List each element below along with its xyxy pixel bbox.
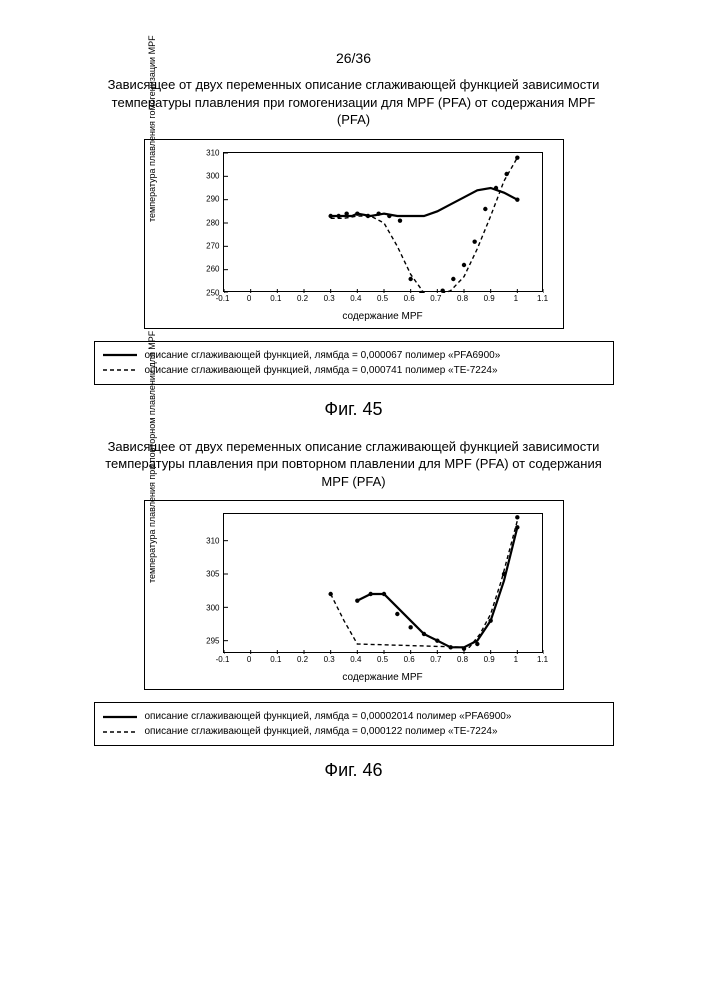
legend-text: описание сглаживающей функцией, лямбда =… — [145, 709, 512, 724]
fig45-svg — [224, 153, 544, 293]
legend-swatch-solid-icon — [103, 350, 137, 360]
fig45-chart: температура плавления гомогенизации MPF … — [144, 139, 564, 329]
fig46-x-ticks: -0.100.10.20.30.40.50.60.70.80.911.1 — [223, 655, 543, 669]
fig46-caption: Фиг. 46 — [74, 760, 634, 781]
fig45-y-ticks: 250260270280290300310 — [194, 153, 222, 291]
legend-swatch-dash-icon — [103, 365, 137, 375]
fig46-x-label: содержание MPF — [223, 672, 543, 683]
fig45-y-label: температура плавления гомогенизации MPF — [147, 82, 157, 222]
fig46-y-label: температура плавления при повторном плав… — [147, 443, 157, 583]
legend-row-solid: описание сглаживающей функцией, лямбда =… — [103, 709, 605, 724]
fig45-plot: 250260270280290300310 — [223, 152, 543, 292]
legend-row-dash: описание сглаживающей функцией, лямбда =… — [103, 363, 605, 378]
fig45-x-label: содержание MPF — [223, 311, 543, 322]
fig45-title: Зависящее от двух переменных описание сг… — [74, 76, 634, 129]
legend-swatch-solid-icon — [103, 712, 137, 722]
figure-45: Зависящее от двух переменных описание сг… — [74, 76, 634, 420]
legend-row-dash: описание сглаживающей функцией, лямбда =… — [103, 724, 605, 739]
fig46-y-ticks: 295300305310 — [194, 514, 222, 652]
legend-text: описание сглаживающей функцией, лямбда =… — [145, 724, 498, 739]
figure-46: Зависящее от двух переменных описание сг… — [74, 438, 634, 782]
fig46-plot: 295300305310 — [223, 513, 543, 653]
fig45-caption: Фиг. 45 — [74, 399, 634, 420]
fig46-legend: описание сглаживающей функцией, лямбда =… — [94, 702, 614, 746]
fig46-title: Зависящее от двух переменных описание сг… — [74, 438, 634, 491]
fig45-x-ticks: -0.100.10.20.30.40.50.60.70.80.911.1 — [223, 294, 543, 308]
legend-text: описание сглаживающей функцией, лямбда =… — [145, 363, 498, 378]
page-number: 26/36 — [0, 0, 707, 76]
legend-row-solid: описание сглаживающей функцией, лямбда =… — [103, 348, 605, 363]
fig46-svg — [224, 514, 544, 654]
fig46-chart: температура плавления при повторном плав… — [144, 500, 564, 690]
legend-swatch-dash-icon — [103, 727, 137, 737]
legend-text: описание сглаживающей функцией, лямбда =… — [145, 348, 501, 363]
fig45-legend: описание сглаживающей функцией, лямбда =… — [94, 341, 614, 385]
